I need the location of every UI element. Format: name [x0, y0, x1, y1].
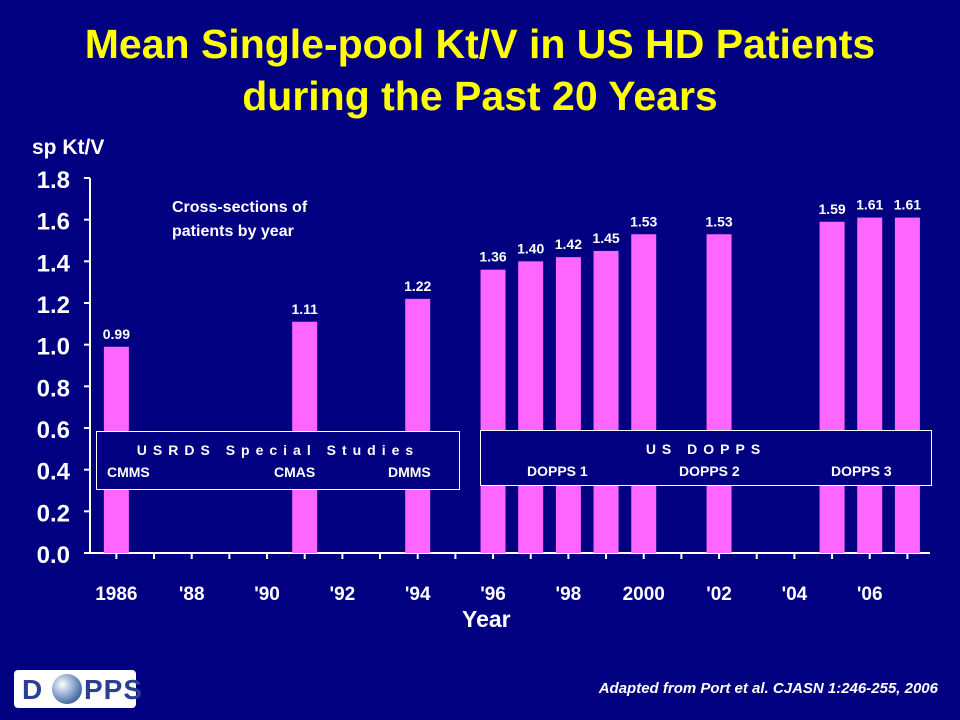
y-tick-label: 0.8 — [37, 375, 70, 402]
x-tick-label: 2000 — [623, 584, 665, 605]
y-axis-label: sp Kt/V — [32, 136, 105, 159]
bar-data-label: 1.61 — [856, 197, 883, 213]
bar — [857, 217, 883, 554]
dopps-item-3: DOPPS 3 — [831, 463, 892, 479]
bar — [894, 217, 920, 554]
x-tick-label: '88 — [179, 584, 205, 605]
x-tick-label: 1986 — [95, 584, 137, 605]
x-tick-label: '96 — [480, 584, 506, 605]
y-tick-label: 0.0 — [37, 542, 70, 569]
usrds-studies-box: USRDS Special Studies CMMS CMAS DMMS — [96, 431, 460, 490]
bar — [631, 234, 657, 553]
bar — [593, 250, 619, 553]
y-tick-label: 1.8 — [37, 167, 70, 194]
globe-icon — [52, 674, 82, 704]
y-tick-label: 1.6 — [37, 209, 70, 236]
y-tick-label: 1.0 — [37, 334, 70, 361]
dopps-box-title: US DOPPS — [645, 441, 767, 457]
x-axis-label: Year — [462, 606, 511, 632]
x-tick-label: '98 — [556, 584, 582, 605]
chart-annotation: Cross-sections of patients by year — [172, 196, 307, 244]
usrds-item-cmms: CMMS — [107, 464, 150, 480]
bar-data-label: 1.45 — [592, 230, 619, 246]
logo-text-left: D — [22, 674, 44, 705]
annotation-line2: patients by year — [172, 223, 294, 240]
y-tick-label: 1.2 — [37, 292, 70, 319]
dopps-item-2: DOPPS 2 — [679, 463, 740, 479]
x-tick-label: '02 — [706, 584, 732, 605]
bar-data-label: 1.40 — [517, 240, 544, 256]
x-tick-label: '06 — [857, 584, 883, 605]
usrds-item-dmms: DMMS — [388, 464, 431, 480]
bar — [405, 298, 431, 553]
dopps-item-1: DOPPS 1 — [527, 463, 588, 479]
x-tick-label: '90 — [254, 584, 280, 605]
logo-text-right: PPS — [84, 674, 144, 705]
y-tick-label: 0.6 — [37, 417, 70, 444]
bar-data-label: 1.59 — [818, 201, 845, 217]
bar — [819, 221, 845, 553]
bar-data-label: 1.36 — [479, 249, 506, 265]
y-tick-label: 1.4 — [37, 250, 71, 277]
source-citation: Adapted from Port et al. CJASN 1:246-255… — [598, 680, 938, 697]
chart-title-line1: Mean Single-pool Kt/V in US HD Patients — [84, 21, 876, 67]
bar-data-label: 1.53 — [705, 213, 732, 229]
bar — [555, 257, 581, 553]
y-tick-label: 0.4 — [37, 459, 71, 486]
annotation-line1: Cross-sections of — [172, 199, 308, 216]
x-tick-label: '92 — [330, 584, 356, 605]
usrds-box-title: USRDS Special Studies — [136, 442, 420, 458]
bar-data-label: 1.61 — [894, 197, 921, 213]
y-tick-label: 0.2 — [37, 500, 70, 527]
dopps-logo: D PPS — [14, 670, 142, 708]
bar-data-label: 1.11 — [291, 301, 318, 317]
bar — [480, 269, 506, 553]
bar — [518, 261, 544, 553]
x-tick-label: '94 — [405, 584, 431, 605]
usrds-item-cmas: CMAS — [274, 464, 316, 480]
x-tick-label: '04 — [782, 584, 808, 605]
chart-title-line2: during the Past 20 Years — [242, 73, 718, 119]
bar-data-label: 0.99 — [103, 326, 130, 342]
bar-data-label: 1.42 — [555, 236, 582, 252]
bar-data-label: 1.53 — [630, 213, 657, 229]
bar — [706, 234, 732, 553]
chart-title: Mean Single-pool Kt/V in US HD Patients … — [0, 18, 960, 122]
bar-data-label: 1.22 — [404, 278, 431, 294]
us-dopps-box: US DOPPS DOPPS 1 DOPPS 2 DOPPS 3 — [480, 430, 932, 486]
